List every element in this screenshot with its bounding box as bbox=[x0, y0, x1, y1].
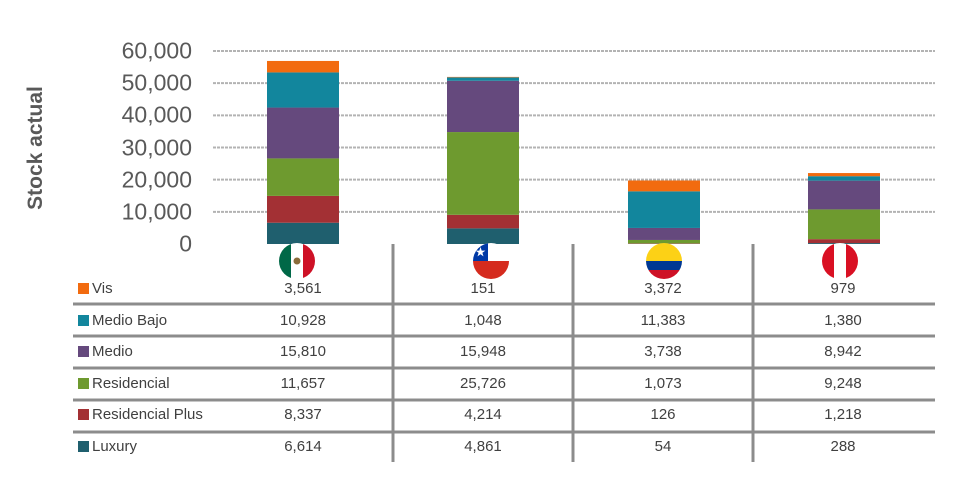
bar-segment-luxury-chile bbox=[447, 228, 519, 244]
data-label: 1,048 bbox=[464, 312, 502, 329]
bar-segment-medio-bajo-chile bbox=[447, 77, 519, 81]
chile-flag-icon bbox=[473, 243, 509, 279]
y-tick-label: 30,000 bbox=[121, 134, 192, 160]
bar-segment-vis-perú bbox=[808, 173, 880, 177]
bar-segment-residencial-perú bbox=[808, 209, 880, 240]
data-label: 1,380 bbox=[824, 312, 862, 329]
legend-entry: Medio Bajo bbox=[78, 312, 167, 329]
y-tick-label: 10,000 bbox=[121, 198, 192, 225]
legend-entry: Residencial Plus bbox=[78, 406, 203, 423]
peru-flag-icon bbox=[822, 243, 858, 279]
y-tick-label: 20,000 bbox=[121, 166, 192, 193]
bar-segment-residencial-plus-perú bbox=[808, 239, 880, 244]
data-label: 10,928 bbox=[280, 312, 326, 329]
bar-segment-residencial-méxico bbox=[267, 158, 339, 196]
data-label: 8,337 bbox=[284, 406, 322, 423]
bar-segment-medio-méxico bbox=[267, 107, 339, 159]
data-label: 4,861 bbox=[464, 438, 502, 455]
data-label: 126 bbox=[650, 406, 676, 423]
bar-segment-medio-bajo-perú bbox=[808, 176, 880, 181]
data-label: 288 bbox=[830, 438, 856, 455]
legend-swatch bbox=[78, 346, 89, 357]
data-label: 8,942 bbox=[824, 343, 862, 360]
data-label: 6,614 bbox=[284, 438, 322, 455]
y-tick-label: 60,000 bbox=[121, 37, 192, 64]
y-tick-label: 50,000 bbox=[121, 69, 192, 96]
legend-entry: Luxury bbox=[78, 438, 137, 455]
legend-swatch bbox=[78, 315, 89, 326]
data-label: 151 bbox=[470, 280, 496, 297]
legend-label: Luxury bbox=[92, 438, 138, 455]
bar-segment-medio-colombia bbox=[628, 227, 700, 240]
data-label: 979 bbox=[830, 280, 856, 297]
colombia-flag-icon bbox=[646, 243, 682, 279]
data-label: 11,383 bbox=[640, 312, 686, 329]
bar-segment-residencial-plus-méxico bbox=[267, 195, 339, 223]
data-label: 54 bbox=[654, 438, 672, 455]
mexico-flag-icon bbox=[279, 243, 315, 279]
bar-segment-residencial-colombia bbox=[628, 239, 700, 244]
legend-label: Medio Bajo bbox=[92, 312, 168, 329]
y-axis-label: Stock actual bbox=[24, 86, 47, 210]
legend-label: Vis bbox=[92, 280, 113, 297]
data-label: 3,561 bbox=[284, 280, 322, 297]
y-tick-label: 40,000 bbox=[121, 101, 192, 128]
data-label: 9,248 bbox=[824, 375, 862, 392]
data-label: 3,372 bbox=[644, 280, 682, 297]
data-label: 1,073 bbox=[644, 375, 682, 392]
legend-entry: Medio bbox=[78, 343, 133, 360]
bar-segment-vis-méxico bbox=[267, 60, 339, 73]
bar-segment-luxury-méxico bbox=[267, 222, 339, 244]
data-label: 1,218 bbox=[824, 406, 862, 423]
legend-swatch bbox=[78, 283, 89, 294]
data-label: 15,810 bbox=[280, 343, 326, 360]
bar-segment-medio-chile bbox=[447, 80, 519, 133]
y-tick-label: 0 bbox=[179, 230, 192, 257]
bar-segment-medio-perú bbox=[808, 180, 880, 210]
legend-label: Residencial bbox=[92, 375, 170, 392]
legend-swatch bbox=[78, 409, 89, 420]
legend-entry: Vis bbox=[78, 280, 113, 297]
legend-swatch bbox=[78, 441, 89, 452]
legend-swatch bbox=[78, 378, 89, 389]
data-label: 25,726 bbox=[460, 375, 506, 392]
data-label: 4,214 bbox=[464, 406, 502, 423]
bar-segment-residencial-chile bbox=[447, 132, 519, 215]
legend-label: Medio bbox=[92, 343, 133, 360]
data-label: 15,948 bbox=[460, 343, 506, 360]
legend-label: Residencial Plus bbox=[92, 406, 203, 423]
bar-segment-residencial-plus-chile bbox=[447, 214, 519, 229]
legend-entry: Residencial bbox=[78, 375, 170, 392]
bar-segment-medio-bajo-méxico bbox=[267, 72, 339, 108]
data-label: 3,738 bbox=[644, 343, 682, 360]
bar-segment-medio-bajo-colombia bbox=[628, 191, 700, 228]
data-label: 11,657 bbox=[280, 375, 326, 392]
bar-segment-vis-colombia bbox=[628, 180, 700, 192]
